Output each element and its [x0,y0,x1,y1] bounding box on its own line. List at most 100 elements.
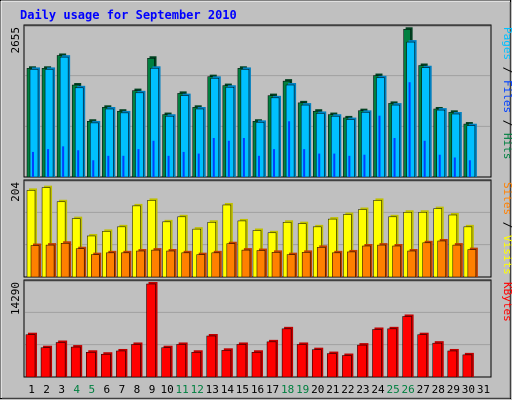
x-tick-label: 9 [149,383,156,396]
bar-sites [106,252,115,278]
bar-kbytes [206,335,217,378]
bar-sites [151,249,160,278]
x-tick-label: 18 [281,383,294,396]
x-tick-label: 17 [266,383,279,396]
bar-kbytes [311,349,322,378]
bar-files [47,149,50,177]
bar-sites [437,240,446,278]
bar-files [303,149,306,177]
bar-kbytes [70,346,81,378]
bar-files [152,140,155,177]
x-tick-label: 30 [462,383,475,396]
panel-legend: Sites / Visits [501,182,512,275]
bar-kbytes [372,329,382,378]
bar-kbytes [357,344,367,378]
bar-sites [392,245,401,278]
bar-kbytes [176,344,186,378]
bar-kbytes [146,283,156,378]
x-tick-label: 6 [104,383,111,396]
x-tick-label: 3 [58,383,65,396]
bar-sites [45,244,55,278]
bar-sites [30,245,40,278]
bar-files [167,155,170,177]
x-tick-label: 13 [206,383,219,396]
bar-kbytes [342,355,352,378]
bar-kbytes [402,316,412,378]
bar-kbytes [327,353,337,378]
x-tick-label: 14 [221,383,235,396]
bar-sites [91,254,100,278]
panel-legend: KBytes [501,282,512,322]
bar-sites [136,250,145,278]
legend-entry: Visits [501,235,512,275]
bar-files [468,160,471,177]
panel-legend: Pages / Files / Hits [501,27,512,160]
bar-files [122,155,125,177]
bar-files [453,157,456,177]
bar-sites [377,244,386,278]
x-tick-label: 28 [432,383,445,396]
bar-kbytes [101,353,111,378]
x-tick-label: 31 [477,383,490,396]
bar-files [107,155,110,177]
bar-files [393,137,396,177]
x-tick-label: 26 [402,383,415,396]
bar-sites [347,251,356,278]
legend-entry: Hits [501,133,512,160]
bar-sites [467,249,477,278]
bar-files [423,140,426,177]
x-tick-label: 12 [191,383,204,396]
bar-sites [452,244,462,278]
bar-files [438,154,441,177]
y-max-label: 204 [9,182,22,202]
bar-files [348,155,351,177]
x-tick-label: 21 [326,383,339,396]
bar-files [212,137,215,177]
bar-sites [286,254,296,278]
x-tick-label: 20 [311,383,324,396]
bar-sites [332,252,341,278]
bar-kbytes [296,344,307,378]
bar-kbytes [116,350,126,378]
x-tick-label: 8 [134,383,141,396]
bar-sites [422,242,431,278]
bar-files [318,153,321,177]
x-tick-label: 11 [176,383,189,396]
x-tick-label: 29 [447,383,460,396]
x-tick-label: 5 [88,383,95,396]
x-tick-label: 4 [73,383,80,396]
bar-files [257,155,260,177]
bar-sites [362,245,371,278]
bar-kbytes [447,350,458,378]
y-max-label: 14290 [9,282,22,315]
x-tick-label: 19 [296,383,309,396]
bar-kbytes [266,341,277,378]
bar-files [242,137,245,177]
bar-sites [241,249,251,278]
y-max-label: 2655 [9,27,22,54]
bar-kbytes [221,350,232,378]
bar-kbytes [161,347,171,378]
x-tick-label: 22 [341,383,354,396]
bar-kbytes [462,354,473,378]
x-tick-label: 1 [28,383,35,396]
x-tick-label: 15 [236,383,249,396]
legend-entry: Sites [501,182,512,215]
bar-kbytes [40,347,51,378]
x-tick-label: 7 [119,383,126,396]
x-tick-label: 27 [417,383,430,396]
bar-kbytes [281,328,292,378]
bar-sites [226,243,236,278]
bar-files [288,121,291,177]
x-tick-label: 25 [386,383,399,396]
x-tick-label: 23 [356,383,369,396]
bar-files [182,151,185,177]
bar-files [273,149,276,177]
bar-kbytes [432,342,442,378]
x-tick-label: 24 [371,383,385,396]
bar-sites [75,248,85,278]
chart-title: Daily usage for September 2010 [20,8,237,22]
x-tick-label: 2 [43,383,50,396]
legend-entry: / [501,215,512,235]
bar-kbytes [191,352,201,378]
